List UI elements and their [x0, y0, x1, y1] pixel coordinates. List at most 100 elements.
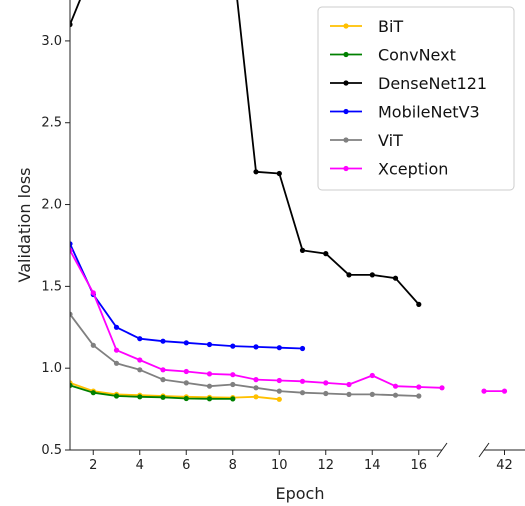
- data-point-convnext: [160, 394, 166, 400]
- legend-label-mobilenetv3: MobileNetV3: [378, 103, 480, 122]
- data-point-mobilenetv3: [253, 344, 259, 350]
- data-point-densenet121: [253, 169, 259, 175]
- data-point-xception: [137, 357, 143, 363]
- legend-label-densenet121: DenseNet121: [378, 74, 487, 93]
- data-point-mobilenetv3: [183, 340, 189, 346]
- legend-marker-bit: [343, 23, 349, 29]
- data-point-xception: [90, 290, 96, 296]
- legend-label-xception: Xception: [378, 160, 448, 179]
- data-point-vit: [113, 360, 120, 366]
- data-point-densenet121: [346, 272, 352, 278]
- data-point-xception: [323, 380, 329, 386]
- x-tick-label: 2: [89, 458, 97, 473]
- data-point-densenet121: [70, 21, 73, 28]
- series-line-xception: [70, 249, 443, 389]
- legend: BiT ConvNext DenseNet121 MobileNetV3 ViT Xcep…: [317, 6, 515, 191]
- data-point-mobilenetv3: [299, 345, 306, 352]
- data-point-vit: [323, 390, 329, 397]
- data-point-xception: [183, 368, 189, 375]
- data-point-xception: [113, 347, 120, 353]
- series-mobilenetv3: [70, 241, 306, 352]
- data-point-vit: [369, 391, 375, 397]
- data-point-vit: [416, 393, 422, 399]
- legend-marker-vit: [343, 137, 349, 143]
- axis-break-mark: [478, 442, 490, 458]
- y-tick-label: 1.0: [41, 361, 62, 376]
- x-tick-label: 12: [317, 458, 334, 473]
- axis-break-mark: [436, 442, 448, 458]
- y-tick-label: 1.5: [41, 279, 62, 294]
- data-point-mobilenetv3: [276, 345, 282, 351]
- data-point-xception: [416, 384, 422, 390]
- data-point-xception: [230, 372, 236, 378]
- y-tick-label: 3.0: [41, 34, 62, 49]
- x-tick-label: 6: [182, 458, 190, 473]
- data-point-densenet121: [369, 272, 375, 278]
- series-convnext: [70, 382, 236, 402]
- x-tick-label: 42: [496, 458, 513, 473]
- data-point-mobilenetv3: [160, 338, 166, 344]
- y-tick-label: 0.5: [41, 443, 62, 458]
- data-point-vit: [70, 311, 73, 317]
- x-axis-title: Epoch: [276, 484, 325, 503]
- legend-marker-xception: [343, 165, 349, 172]
- data-point-vit: [346, 391, 352, 397]
- data-point-convnext: [90, 390, 96, 396]
- legend-label-bit: BiT: [378, 17, 403, 36]
- y-axis-title: Validation loss: [15, 168, 34, 283]
- data-point-mobilenetv3: [113, 324, 120, 330]
- data-point-xception: [253, 377, 259, 383]
- data-point-vit: [392, 392, 399, 398]
- x-tick-label: 14: [364, 458, 381, 473]
- data-point-convnext: [230, 396, 236, 402]
- data-point-xception: [481, 388, 487, 394]
- data-point-vit: [90, 342, 96, 348]
- data-point-bit: [276, 396, 282, 402]
- data-point-convnext: [183, 395, 189, 402]
- legend-marker-mobilenetv3: [343, 108, 349, 115]
- legend-label-convnext: ConvNext: [378, 46, 456, 65]
- axes-layer: 0.5 1.0 1.5 2.0 2.5 3.0 2 4 6 8 10 12 14 16 42 Epoch Val…: [15, 0, 525, 503]
- data-point-mobilenetv3: [206, 341, 213, 348]
- x-tick-label: 16: [410, 458, 427, 473]
- x-tick-label: 8: [229, 458, 237, 473]
- series-line-densenet121: [70, 0, 420, 305]
- data-point-bit: [253, 394, 259, 400]
- data-point-vit: [230, 381, 236, 388]
- legend-box: [317, 6, 515, 191]
- data-point-xception: [392, 383, 399, 389]
- series-line-mobilenetv3: [70, 243, 303, 350]
- data-point-mobilenetv3: [230, 343, 236, 349]
- data-point-vit: [253, 385, 259, 391]
- y-tick-label: 2.5: [41, 116, 62, 131]
- data-point-vit: [299, 390, 306, 396]
- data-point-xception: [439, 385, 445, 391]
- data-point-densenet121: [299, 247, 306, 253]
- data-point-xception: [70, 247, 73, 253]
- data-point-mobilenetv3: [137, 336, 143, 342]
- data-point-vit: [206, 383, 213, 389]
- data-point-convnext: [137, 394, 143, 400]
- data-point-densenet121: [392, 275, 399, 281]
- data-point-convnext: [113, 393, 120, 399]
- series-vit: [70, 311, 422, 399]
- data-point-xception: [206, 371, 213, 377]
- data-point-vit: [160, 377, 166, 383]
- x-tick-label: 10: [271, 458, 288, 473]
- series-line-convnext: [70, 384, 233, 400]
- data-point-xception: [501, 388, 508, 394]
- data-point-convnext: [206, 396, 213, 402]
- series-line-bit: [70, 382, 280, 401]
- series-xception: [70, 247, 508, 394]
- series-densenet121: [70, 0, 422, 307]
- data-point-vit: [137, 367, 143, 373]
- legend-marker-convnext: [343, 51, 349, 58]
- data-point-xception: [346, 381, 352, 388]
- y-tick-label: 2.0: [41, 198, 62, 213]
- data-point-densenet121: [276, 170, 282, 177]
- data-point-xception: [299, 378, 306, 384]
- data-point-vit: [276, 388, 282, 394]
- x-tick-label: 4: [136, 458, 144, 473]
- data-point-densenet121: [416, 301, 422, 307]
